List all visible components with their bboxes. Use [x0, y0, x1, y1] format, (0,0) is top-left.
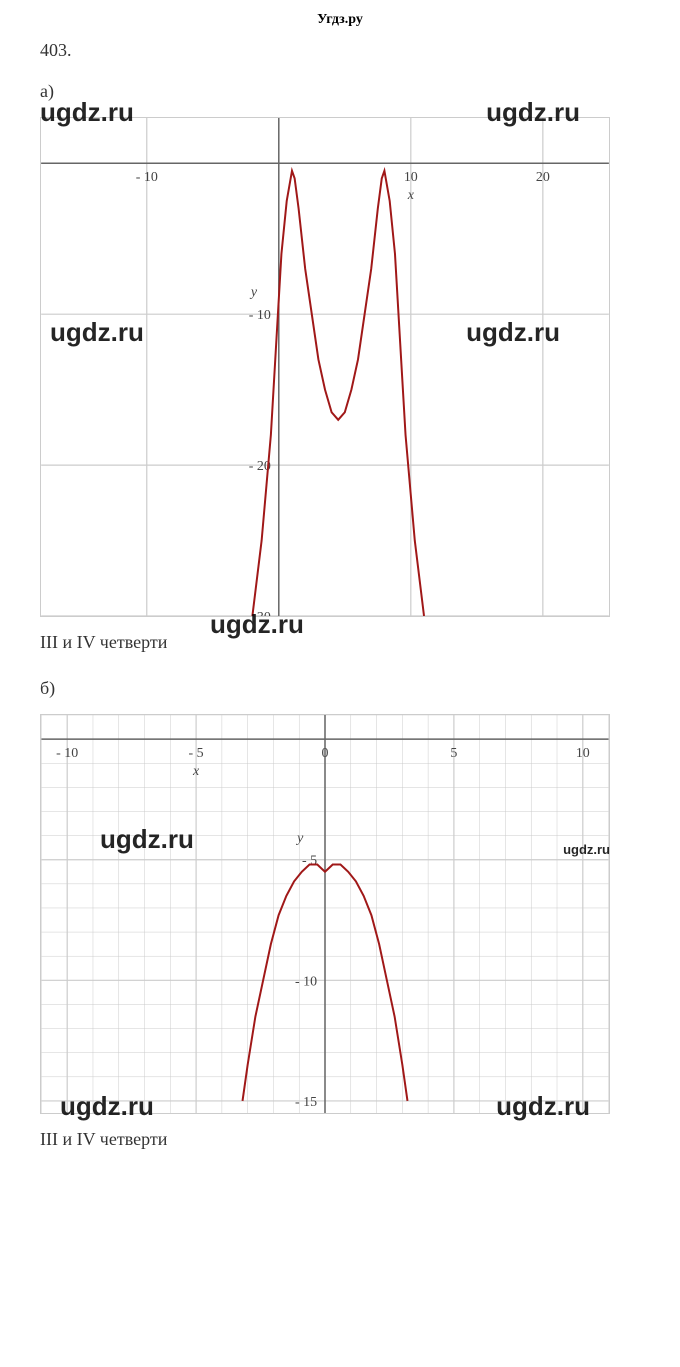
svg-text:0: 0	[322, 746, 329, 761]
svg-text:- 10: - 10	[249, 308, 271, 323]
svg-text:- 5: - 5	[189, 746, 204, 761]
svg-text:y: y	[249, 285, 258, 300]
answer-a: III и IV четверти	[40, 632, 640, 653]
svg-text:20: 20	[536, 170, 550, 185]
svg-text:- 5: - 5	[302, 854, 317, 869]
svg-text:y: y	[295, 831, 304, 846]
svg-text:10: 10	[404, 170, 418, 185]
svg-text:10: 10	[576, 746, 590, 761]
problem-number: 403.	[40, 40, 640, 61]
chart-b: - 10 - 5 0 5 10 - 5 - 10 - 15 x y	[40, 714, 610, 1114]
sub-label-b: б)	[40, 678, 640, 699]
svg-text:- 15: - 15	[295, 1095, 317, 1110]
svg-text:5: 5	[450, 746, 457, 761]
svg-text:x: x	[192, 764, 200, 779]
svg-text:x: x	[407, 188, 415, 203]
chart-a: - 101020- 10- 20- 30xy	[40, 117, 610, 617]
svg-text:- 10: - 10	[295, 974, 317, 989]
page-header: Угдз.ру	[0, 0, 680, 40]
chart-b-container: - 10- 50510- 5- 10- 15xy ugdz.ru ugdz.ru…	[40, 714, 640, 1114]
svg-text:- 10: - 10	[136, 170, 158, 185]
answer-b: III и IV четверти	[40, 1129, 640, 1150]
svg-text:- 10: - 10	[56, 746, 78, 761]
chart-a-container: ugdz.ru ugdz.ru - 101020- 10- 20- 30xy u…	[40, 117, 640, 617]
sub-label-a: а)	[40, 81, 640, 102]
content-area: 403. а) ugdz.ru ugdz.ru - 101020- 10- 20…	[0, 40, 680, 1205]
